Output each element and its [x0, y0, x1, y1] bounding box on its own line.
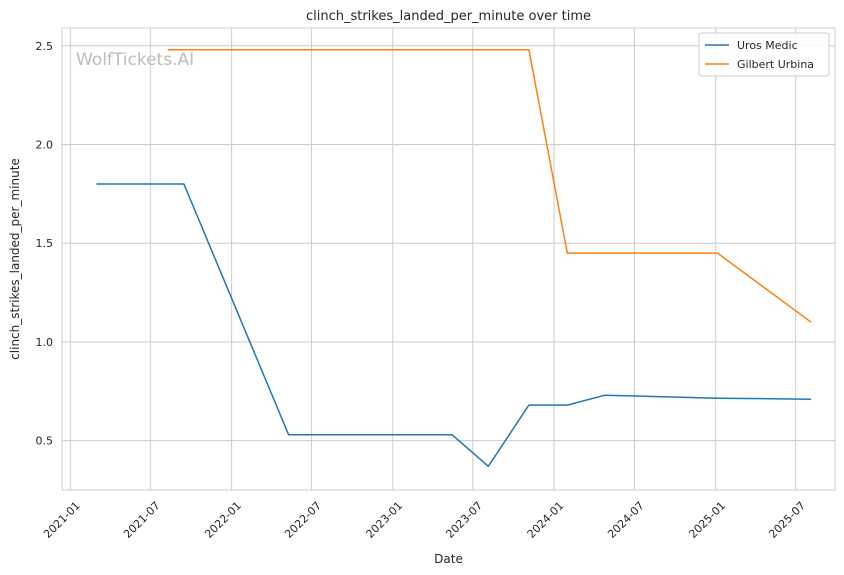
y-tick-label: 0.5	[36, 435, 54, 448]
y-tick-label: 1.0	[36, 336, 54, 349]
y-tick-label: 2.0	[36, 138, 54, 151]
y-tick-label: 1.5	[36, 237, 54, 250]
legend-label-0: Uros Medic	[737, 39, 798, 52]
x-axis-label: Date	[434, 552, 463, 566]
y-tick-label: 2.5	[36, 40, 54, 53]
y-axis-label: clinch_strikes_landed_per_minute	[8, 158, 22, 360]
chart-title: clinch_strikes_landed_per_minute over ti…	[306, 9, 591, 24]
legend: Uros Medic Gilbert Urbina	[699, 33, 829, 76]
legend-label-1: Gilbert Urbina	[737, 58, 814, 71]
watermark: WolfTickets.AI	[76, 50, 194, 70]
